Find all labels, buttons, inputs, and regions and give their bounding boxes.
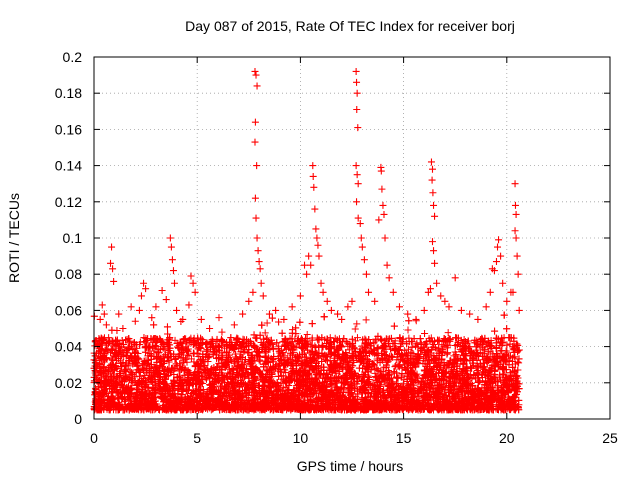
data-point [358, 390, 366, 398]
data-point [404, 326, 412, 334]
data-point [161, 346, 169, 354]
data-point [444, 329, 452, 337]
data-point [241, 347, 249, 355]
data-point [240, 359, 248, 367]
data-point [215, 314, 223, 322]
data-point [479, 356, 487, 364]
data-point [261, 329, 269, 337]
data-point [471, 375, 479, 383]
data-point [194, 368, 202, 376]
data-points [90, 67, 523, 414]
data-point [190, 350, 198, 358]
data-point [244, 380, 252, 388]
grid-lines [94, 57, 610, 419]
data-point [353, 320, 361, 328]
data-point [353, 334, 361, 342]
data-point [263, 319, 271, 327]
data-point [180, 359, 188, 367]
data-point [345, 346, 353, 354]
data-point [484, 348, 492, 356]
data-point [185, 352, 193, 360]
data-point [351, 325, 359, 333]
data-point [362, 316, 370, 324]
